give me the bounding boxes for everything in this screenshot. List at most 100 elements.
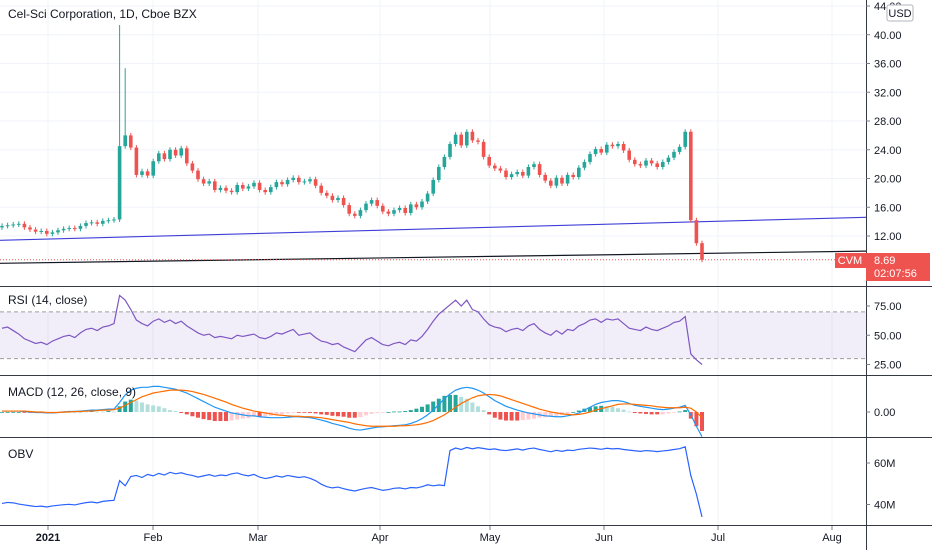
- price-candle: [599, 149, 603, 153]
- price-candle: [459, 134, 463, 146]
- macd-histogram-bar: [700, 412, 704, 431]
- price-candle: [571, 174, 575, 178]
- macd-histogram-bar: [324, 412, 329, 415]
- price-candle: [185, 148, 189, 164]
- macd-histogram-bar: [296, 412, 301, 413]
- price-candle: [246, 186, 251, 189]
- price-candle: [509, 174, 514, 178]
- price-candle: [498, 168, 503, 171]
- macd-histogram-bar: [408, 410, 413, 412]
- macd-histogram-bar: [16, 412, 21, 413]
- price-candle: [532, 164, 536, 167]
- macd-histogram-bar: [369, 412, 374, 414]
- macd-histogram-bar: [470, 402, 475, 412]
- price-candle: [297, 177, 301, 183]
- macd-y-tick-label: 0.00: [874, 407, 895, 419]
- price-candle: [689, 131, 693, 221]
- macd-histogram-bar: [532, 412, 536, 419]
- price-candle: [140, 171, 144, 175]
- price-candle: [285, 179, 290, 185]
- macd-histogram-bar: [660, 412, 665, 415]
- price-candle: [487, 156, 491, 166]
- price-candle: [448, 144, 452, 157]
- price-candle: [313, 179, 318, 186]
- macd-histogram-bar: [492, 412, 497, 418]
- price-candle: [627, 150, 631, 160]
- price-candle: [28, 227, 32, 230]
- macd-histogram-bar: [476, 406, 480, 412]
- macd-histogram-bar: [677, 411, 682, 413]
- macd-histogram-bar: [179, 412, 184, 413]
- price-candle: [162, 153, 167, 160]
- price-candle: [437, 167, 441, 180]
- macd-histogram-bar: [347, 412, 352, 418]
- macd-histogram-bar: [151, 405, 156, 412]
- price-candle: [173, 149, 178, 156]
- macd-histogram-bar: [184, 412, 189, 415]
- price-tag: [866, 253, 930, 281]
- macd-histogram-bar: [336, 412, 340, 417]
- price-candle: [638, 164, 643, 166]
- macd-histogram-bar: [0, 412, 4, 413]
- price-candle: [610, 144, 615, 147]
- macd-histogram-bar: [672, 412, 676, 413]
- price-candle: [89, 222, 94, 224]
- price-candle: [577, 167, 581, 178]
- macd-histogram-bar: [11, 412, 16, 413]
- macd-histogram-bar: [526, 412, 531, 420]
- macd-histogram-bar: [515, 412, 520, 421]
- macd-histogram-bar: [425, 404, 430, 412]
- signal-series-line: [2, 389, 703, 427]
- price-candle: [308, 179, 312, 182]
- price-candle: [476, 140, 480, 142]
- x-tick-label: Aug: [822, 532, 842, 544]
- price-y-tick-label: 28.00: [874, 116, 902, 128]
- macd-histogram-bar: [330, 412, 335, 416]
- macd-histogram-bar: [190, 412, 195, 417]
- macd-histogram-bar: [436, 398, 441, 412]
- macd-histogram-bar: [207, 412, 212, 421]
- price-candle: [224, 187, 228, 191]
- price-candle: [420, 201, 424, 208]
- price-candle: [179, 148, 183, 156]
- macd-histogram-bar: [224, 412, 228, 422]
- rsi-band: [0, 311, 866, 359]
- price-candle: [117, 146, 122, 220]
- trend-line-lower: [0, 250, 867, 264]
- price-candle: [369, 200, 374, 204]
- price-candle: [241, 184, 245, 189]
- price-candle: [257, 182, 262, 190]
- macd-histogram-bar: [140, 402, 144, 412]
- chart-title: Cel-Sci Corporation, 1D, Cboe BZX: [8, 7, 197, 21]
- price-candle: [291, 177, 295, 180]
- x-tick-label: Mar: [249, 532, 268, 544]
- price-label: 8.69: [874, 255, 895, 267]
- currency-label: USD: [888, 8, 911, 20]
- macd-histogram-bar: [375, 412, 380, 413]
- price-candle: [112, 219, 116, 221]
- macd-histogram-bar: [156, 406, 161, 412]
- price-candle: [593, 149, 598, 155]
- macd-histogram-bar: [162, 408, 167, 412]
- price-candle: [280, 182, 284, 185]
- price-candle: [621, 144, 626, 151]
- price-candle: [403, 207, 407, 213]
- macd-histogram-bar: [498, 412, 503, 420]
- price-candle: [666, 157, 671, 162]
- price-candle: [213, 181, 217, 190]
- macd-histogram-bar: [134, 400, 139, 412]
- price-candle: [33, 229, 38, 232]
- price-candle: [543, 174, 547, 181]
- price-candle: [414, 204, 419, 208]
- price-candle: [151, 161, 155, 176]
- price-candle: [196, 170, 200, 180]
- price-candle: [229, 190, 234, 193]
- price-candle: [45, 230, 49, 234]
- macd-histogram-bar: [106, 411, 111, 412]
- macd-histogram-bar: [509, 412, 514, 421]
- macd-histogram-bar: [414, 408, 419, 412]
- macd-histogram-bar: [459, 396, 464, 412]
- price-candle: [504, 170, 508, 178]
- price-candle: [190, 163, 195, 171]
- macd-histogram-bar: [571, 412, 576, 413]
